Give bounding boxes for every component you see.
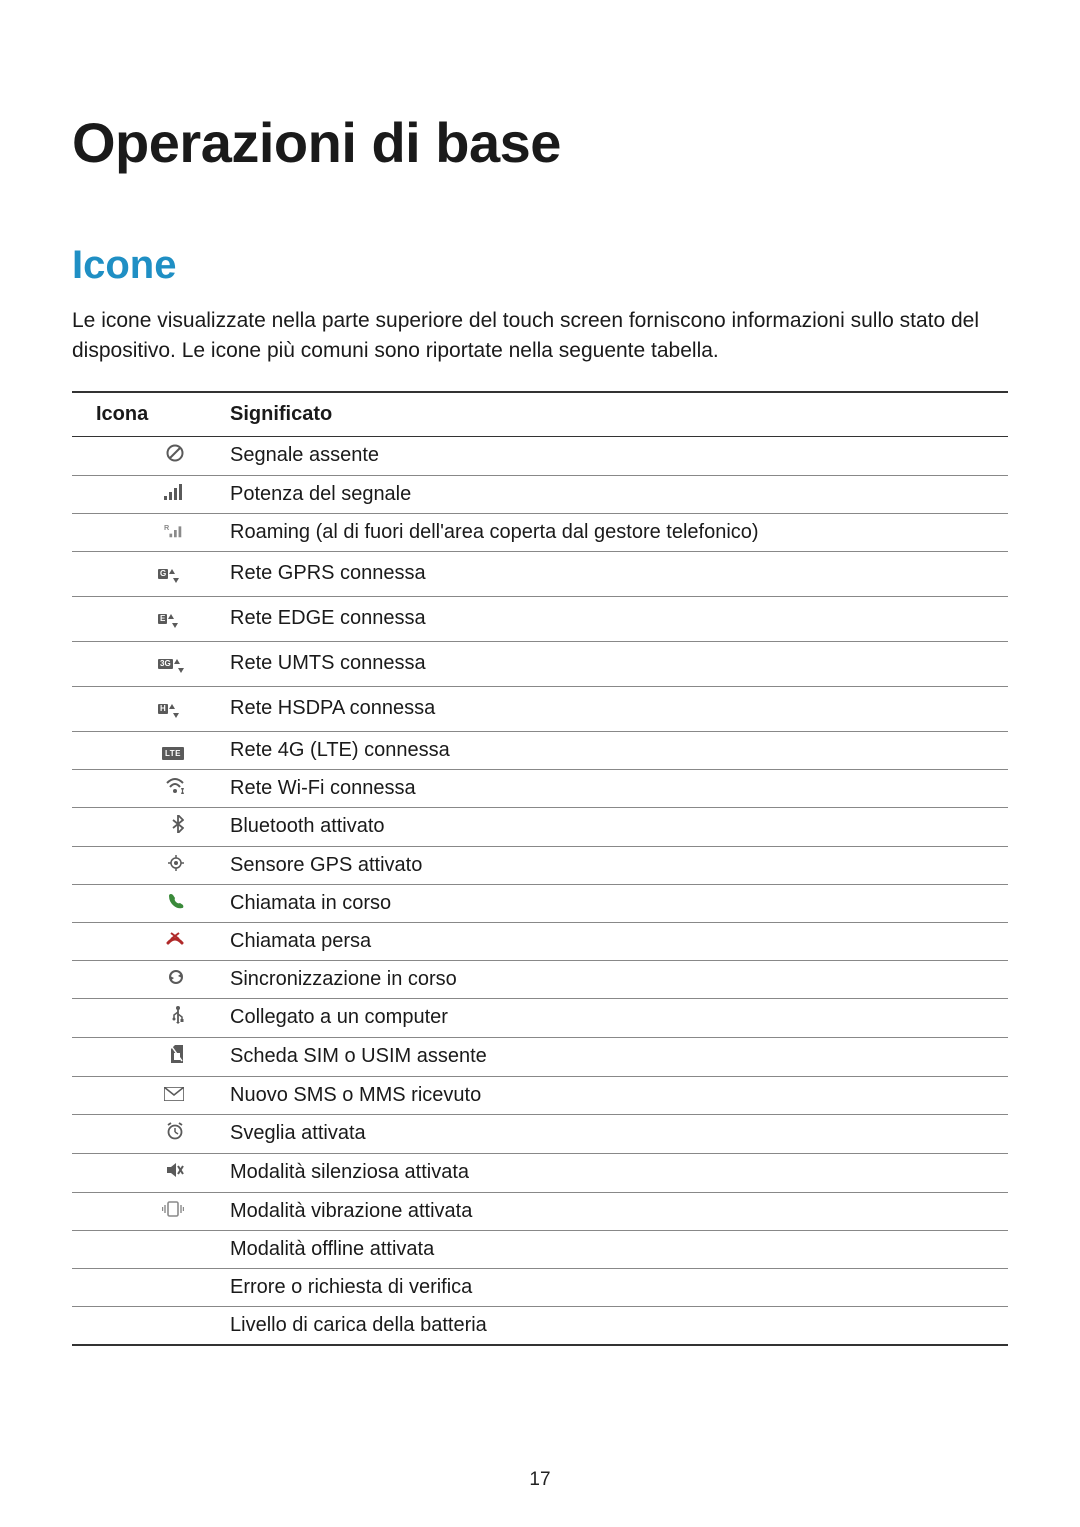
table-row: Errore o richiesta di verifica — [72, 1268, 1008, 1306]
meaning-cell: Scheda SIM o USIM assente — [220, 1037, 1008, 1076]
meaning-cell: Sveglia attivata — [220, 1114, 1008, 1153]
meaning-cell: Roaming (al di fuori dell'area coperta d… — [220, 513, 1008, 551]
message-icon — [158, 1084, 184, 1104]
meaning-cell: Rete Wi-Fi connessa — [220, 769, 1008, 807]
table-row: Bluetooth attivato — [72, 807, 1008, 846]
edge-icon: E — [158, 614, 184, 634]
meaning-cell: Rete HSDPA connessa — [220, 686, 1008, 731]
meaning-cell: Livello di carica della batteria — [220, 1306, 1008, 1345]
table-row: R Roaming (al di fuori dell'area coperta… — [72, 513, 1008, 551]
hsdpa-icon: H — [158, 704, 184, 724]
meaning-cell: Sensore GPS attivato — [220, 846, 1008, 884]
meaning-cell: Rete EDGE connessa — [220, 596, 1008, 641]
col-header-meaning: Significato — [220, 392, 1008, 437]
section-heading: Icone — [72, 243, 1008, 288]
col-header-icon: Icona — [72, 392, 220, 437]
vibrate-icon — [158, 1200, 184, 1220]
call-icon — [158, 892, 184, 912]
sync-icon — [158, 968, 184, 988]
meaning-cell: Rete GPRS connessa — [220, 551, 1008, 596]
umts-icon: 3G — [158, 659, 184, 679]
gps-icon — [158, 854, 184, 874]
table-row: G Rete GPRS connessa — [72, 551, 1008, 596]
intro-paragraph: Le icone visualizzate nella parte superi… — [72, 306, 1008, 367]
table-row: Scheda SIM o USIM assente — [72, 1037, 1008, 1076]
meaning-cell: Rete UMTS connessa — [220, 641, 1008, 686]
meaning-cell: Modalità silenziosa attivata — [220, 1153, 1008, 1192]
table-row: Sensore GPS attivato — [72, 846, 1008, 884]
table-row: Sincronizzazione in corso — [72, 960, 1008, 998]
table-row: Livello di carica della batteria — [72, 1306, 1008, 1345]
table-row: E Rete EDGE connessa — [72, 596, 1008, 641]
usb-icon — [158, 1006, 184, 1026]
meaning-cell: Modalità vibrazione attivata — [220, 1192, 1008, 1230]
table-row: Modalità offline attivata — [72, 1230, 1008, 1268]
missed-call-icon — [158, 930, 184, 950]
silent-icon — [158, 1161, 184, 1181]
no-signal-icon — [158, 444, 184, 464]
meaning-cell: Collegato a un computer — [220, 998, 1008, 1037]
table-header-row: Icona Significato — [72, 392, 1008, 437]
table-row: Modalità silenziosa attivata — [72, 1153, 1008, 1192]
table-row: Rete Wi-Fi connessa — [72, 769, 1008, 807]
lte-icon: LTE — [158, 739, 184, 759]
meaning-cell: Errore o richiesta di verifica — [220, 1268, 1008, 1306]
meaning-cell: Chiamata persa — [220, 922, 1008, 960]
svg-text:R: R — [164, 523, 170, 532]
roaming-icon: R — [158, 521, 184, 541]
table-row: Potenza del segnale — [72, 475, 1008, 513]
table-row: Nuovo SMS o MMS ricevuto — [72, 1076, 1008, 1114]
meaning-cell: Chiamata in corso — [220, 884, 1008, 922]
meaning-cell: Potenza del segnale — [220, 475, 1008, 513]
table-row: Chiamata in corso — [72, 884, 1008, 922]
table-row: Segnale assente — [72, 436, 1008, 475]
signal-icon — [158, 483, 184, 503]
gprs-icon: G — [158, 569, 184, 589]
table-row: Collegato a un computer — [72, 998, 1008, 1037]
icons-table: Icona Significato Segnale assente Potenz… — [72, 391, 1008, 1346]
meaning-cell: Modalità offline attivata — [220, 1230, 1008, 1268]
sim-icon — [158, 1045, 184, 1065]
meaning-cell: Segnale assente — [220, 436, 1008, 475]
table-row: Sveglia attivata — [72, 1114, 1008, 1153]
table-row: Chiamata persa — [72, 922, 1008, 960]
alarm-icon — [158, 1122, 184, 1142]
bluetooth-icon — [158, 815, 184, 835]
table-row: Modalità vibrazione attivata — [72, 1192, 1008, 1230]
table-row: LTE Rete 4G (LTE) connessa — [72, 731, 1008, 769]
table-row: 3G Rete UMTS connessa — [72, 641, 1008, 686]
meaning-cell: Bluetooth attivato — [220, 807, 1008, 846]
page-number: 17 — [0, 1469, 1080, 1491]
page-title: Operazioni di base — [72, 110, 1008, 175]
wifi-icon — [158, 777, 184, 797]
meaning-cell: Nuovo SMS o MMS ricevuto — [220, 1076, 1008, 1114]
meaning-cell: Sincronizzazione in corso — [220, 960, 1008, 998]
meaning-cell: Rete 4G (LTE) connessa — [220, 731, 1008, 769]
table-row: H Rete HSDPA connessa — [72, 686, 1008, 731]
